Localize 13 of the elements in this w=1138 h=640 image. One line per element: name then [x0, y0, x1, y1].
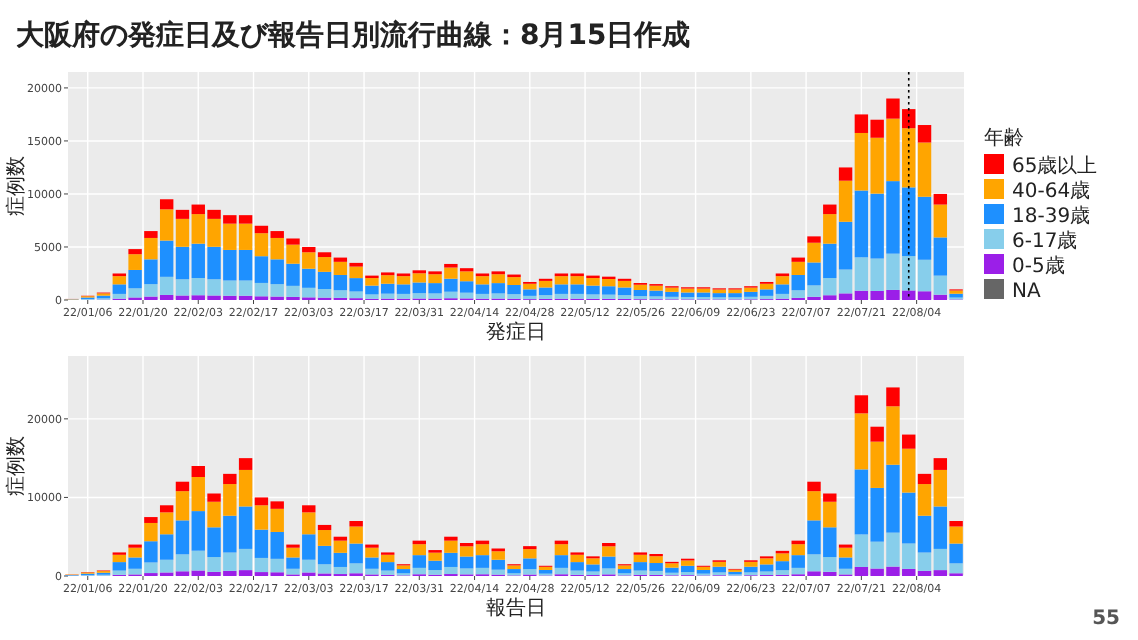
x-axis-title: 発症日	[486, 320, 546, 344]
y-axis-title: 症例数	[4, 156, 28, 216]
legend-label: 6-17歳	[1012, 229, 1078, 253]
legend-title: 年齢	[984, 126, 1024, 150]
legend-label: 18-39歳	[1012, 204, 1091, 228]
y-axis-title: 症例数	[4, 436, 28, 496]
legend-label: NA	[1012, 281, 1041, 303]
text: 55	[1092, 608, 1121, 630]
legend-label: 0-5歳	[1012, 254, 1065, 278]
x-axis-title: 報告日	[486, 596, 546, 620]
legend-label: 65歳以上	[1012, 154, 1098, 178]
legend-label: 40-64歳	[1012, 179, 1091, 203]
chart-title: 大阪府の発症日及び報告日別流行曲線：8月15日作成	[16, 18, 691, 52]
